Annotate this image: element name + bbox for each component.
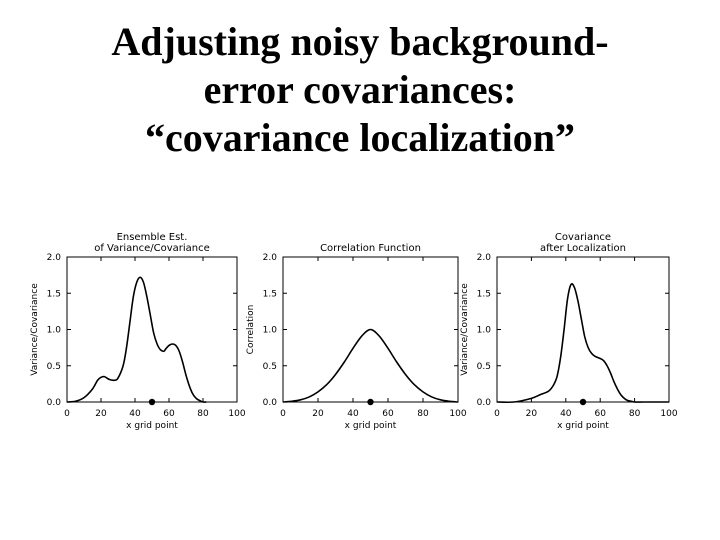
x-axis-label: x grid point (557, 421, 609, 431)
y-axis-label: Variance/Covariance (30, 283, 40, 376)
y-tick-label: 0.5 (47, 362, 61, 372)
x-tick-label: 40 (347, 409, 359, 419)
y-tick-label: 0.5 (263, 362, 277, 372)
x-tick-label: 80 (629, 409, 641, 419)
chart-title: Correlation Function (320, 243, 421, 254)
y-axis-label: Correlation (246, 305, 256, 355)
series-line (496, 283, 669, 404)
title-line: Adjusting noisy background- (111, 19, 609, 64)
y-tick-label: 2.0 (263, 253, 278, 263)
chart-panel: 0 20 40 60 80 100 0.0 0.5 1.0 1.5 2.0 Correlation F… (246, 243, 467, 431)
chart-title: after Localization (540, 243, 626, 254)
x-tick-label: 80 (417, 409, 429, 419)
plot-frame (66, 256, 238, 403)
x-tick-label: 80 (197, 409, 209, 419)
chart-panel: 0 20 40 60 80 100 0.0 0.5 1.0 1.5 2.0 Covarianceaft… (460, 232, 678, 431)
y-tick-label: 1.0 (47, 326, 62, 336)
x-tick-label: 100 (449, 409, 466, 419)
x-tick-label: 20 (95, 409, 107, 419)
x-tick-label: 40 (560, 409, 572, 419)
x-tick-label: 100 (228, 409, 245, 419)
y-tick-label: 2.0 (477, 253, 492, 263)
y-axis-label: Variance/Covariance (460, 283, 470, 376)
x-tick-label: 60 (382, 409, 394, 419)
series-line (66, 276, 207, 403)
x-tick-label: 20 (312, 409, 324, 419)
x-tick-label: 60 (594, 409, 606, 419)
title-line: error covariances: (203, 67, 517, 112)
series-line (282, 328, 459, 403)
observation-point (367, 398, 374, 406)
y-tick-label: 0.0 (477, 398, 492, 408)
y-tick-label: 0.5 (477, 362, 491, 372)
chart-title: Covariance (555, 232, 611, 243)
x-tick-label: 40 (129, 409, 141, 419)
observation-point (148, 398, 156, 406)
x-tick-label: 100 (660, 409, 677, 419)
observation-point (579, 398, 587, 406)
chart-panel: 0 20 40 60 80 100 0.0 0.5 1.0 1.5 2.0 Ensemble Est.… (30, 232, 246, 431)
x-tick-label: 0 (494, 409, 500, 419)
x-axis-label: x grid point (126, 421, 178, 431)
chart-title: Ensemble Est. (117, 232, 188, 243)
charts-figure: 0 20 40 60 80 100 0.0 0.5 1.0 1.5 2.0 Ensemble Est.… (30, 232, 678, 431)
y-tick-label: 0.0 (47, 398, 62, 408)
y-tick-label: 1.5 (47, 289, 61, 299)
y-tick-label: 1.5 (477, 289, 491, 299)
y-tick-label: 1.0 (477, 326, 492, 336)
y-tick-label: 2.0 (47, 253, 62, 263)
x-tick-label: 60 (163, 409, 175, 419)
y-tick-label: 1.0 (263, 326, 278, 336)
y-tick-label: 1.5 (263, 289, 277, 299)
x-axis-label: x grid point (345, 421, 397, 431)
x-tick-label: 20 (526, 409, 538, 419)
title-line: “covariance localization” (145, 115, 575, 160)
slide-title: Adjusting noisy background- error covari… (0, 18, 720, 162)
x-tick-label: 0 (64, 409, 70, 419)
y-tick-label: 0.0 (263, 398, 278, 408)
chart-title: of Variance/Covariance (94, 243, 210, 254)
x-tick-label: 0 (280, 409, 286, 419)
